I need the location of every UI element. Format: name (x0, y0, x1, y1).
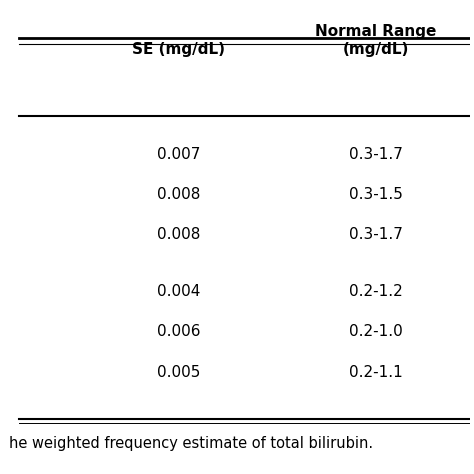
Text: 0.008: 0.008 (157, 227, 200, 242)
Text: 0.2-1.2: 0.2-1.2 (349, 284, 403, 299)
Text: 0.2-1.1: 0.2-1.1 (349, 365, 403, 380)
Text: SE (mg/dL): SE (mg/dL) (132, 42, 225, 57)
Text: 0.006: 0.006 (157, 324, 201, 339)
Text: 0.3-1.5: 0.3-1.5 (349, 187, 403, 202)
Text: 0.005: 0.005 (157, 365, 200, 380)
Text: 0.008: 0.008 (157, 187, 200, 202)
Text: Normal Range
(mg/dL): Normal Range (mg/dL) (315, 25, 437, 57)
Text: 0.3-1.7: 0.3-1.7 (349, 146, 403, 162)
Text: 0.2-1.0: 0.2-1.0 (349, 324, 403, 339)
Text: 0.007: 0.007 (157, 146, 200, 162)
Text: 0.004: 0.004 (157, 284, 200, 299)
Text: 0.3-1.7: 0.3-1.7 (349, 227, 403, 242)
Text: he weighted frequency estimate of total bilirubin.: he weighted frequency estimate of total … (9, 436, 374, 451)
